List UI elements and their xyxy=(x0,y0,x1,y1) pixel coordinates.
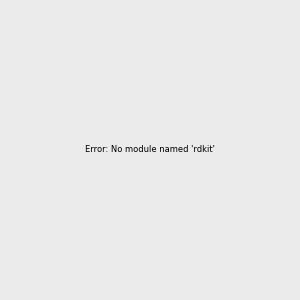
Text: Error: No module named 'rdkit': Error: No module named 'rdkit' xyxy=(85,146,215,154)
